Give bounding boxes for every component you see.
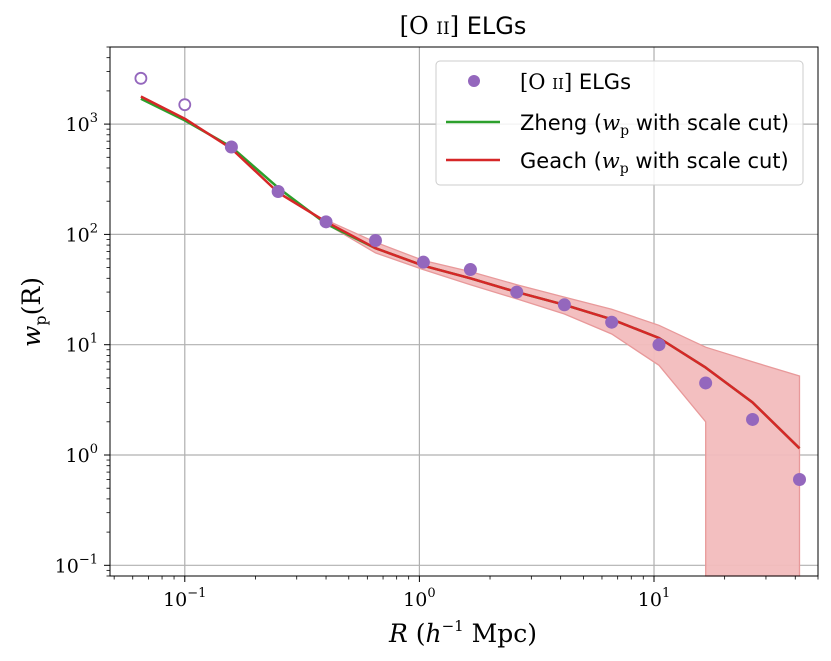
elg-data-point-1	[271, 184, 285, 198]
chart-title: [O II] ELGs	[400, 12, 527, 40]
xlabel-exp: −1	[442, 617, 464, 635]
title-roman: II	[436, 19, 449, 39]
y-tick-label-3: 102	[66, 221, 98, 246]
legend: [O II] ELGs Zheng (wp with scale cut) Ge…	[435, 60, 804, 186]
y-axis-label: wp(R)	[17, 277, 50, 347]
model-lines-layer	[140, 95, 801, 450]
elg-data-point-2	[319, 215, 333, 229]
ylabel-rest: (R)	[17, 277, 46, 315]
y-tick-label-1: 100	[66, 442, 98, 467]
elg-data-point-10	[699, 376, 713, 390]
title-bracket-close: ]	[450, 12, 467, 40]
x-tick-label-2: 101	[638, 586, 670, 611]
legend-label-points: [O II] ELGs	[520, 70, 631, 94]
elg-data-point-3	[369, 234, 383, 248]
x-tick-label-0: 10−1	[163, 586, 206, 611]
elg-data-point-6	[510, 285, 524, 299]
elg-data-point-5	[463, 263, 477, 277]
y-tick-label-0: 10−1	[55, 552, 98, 577]
elg-excluded-point-0	[134, 71, 148, 85]
y-tick-label-4: 103	[66, 111, 98, 136]
elg-data-point-8	[605, 315, 619, 329]
y-tick-label-2: 101	[66, 332, 98, 357]
x-axis-label: R (h−1 Mpc)	[388, 617, 537, 648]
legend-box	[435, 60, 804, 186]
elg-data-point-11	[746, 412, 760, 426]
xlabel-var: R	[388, 619, 408, 648]
geach-model-line	[140, 95, 801, 450]
elg-data-point-7	[557, 298, 571, 312]
elg-data-point-4	[416, 255, 430, 269]
ylabel-sub: p	[31, 315, 50, 325]
x-tick-label-1: 100	[403, 586, 435, 611]
xlabel-h: h	[425, 619, 441, 648]
elg-data-point-12	[793, 472, 807, 486]
elg-excluded-point-1	[178, 98, 192, 112]
title-bracket-open: [O	[400, 12, 437, 40]
legend-label-geach: Geach (wp with scale cut)	[520, 149, 789, 177]
data-points-layer	[134, 71, 807, 486]
ylabel-w: w	[17, 326, 46, 347]
elg-data-point-0	[224, 140, 238, 154]
legend-marker-points	[468, 75, 480, 87]
xlabel-open: (	[408, 619, 426, 648]
title-rest: ELGs	[467, 12, 527, 40]
elg-data-point-9	[652, 338, 666, 352]
axis-ticks: 10−1 100 101 10−1 100 101 102 103	[55, 46, 819, 611]
xlabel-unit: Mpc)	[464, 619, 537, 648]
legend-label-zheng: Zheng (wp with scale cut)	[520, 111, 789, 139]
